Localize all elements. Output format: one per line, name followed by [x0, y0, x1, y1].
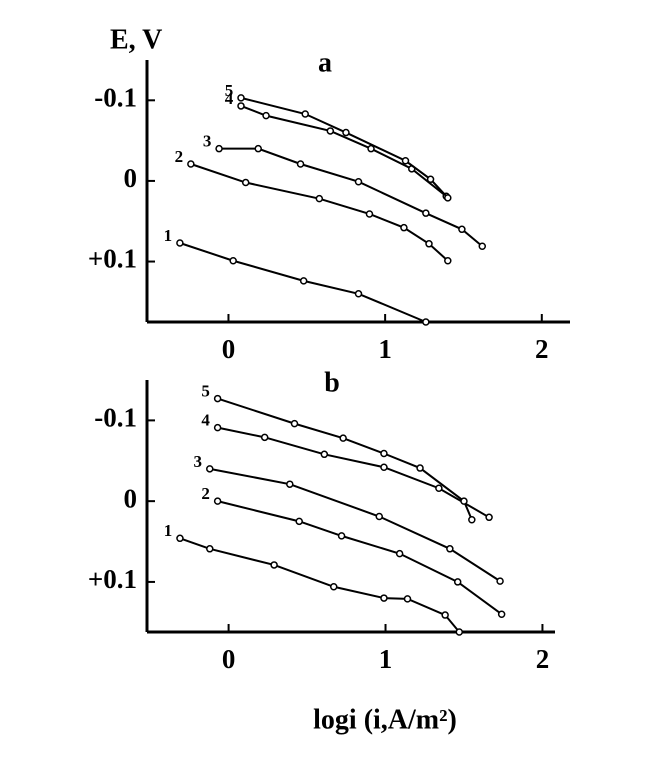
x-tick-label: 0	[222, 334, 236, 364]
data-point	[380, 594, 388, 602]
data-point	[497, 610, 506, 618]
data-point	[262, 111, 270, 120]
data-point	[425, 240, 433, 248]
data-point	[286, 480, 294, 488]
data-point	[403, 595, 412, 603]
series-line	[190, 163, 449, 262]
data-point	[215, 144, 223, 153]
data-point	[401, 157, 410, 165]
y-tick-label: +0.1	[88, 244, 137, 274]
data-point	[329, 583, 338, 591]
y-tick-label: 0	[124, 483, 138, 513]
y-tick-label: -0.1	[94, 403, 137, 433]
data-point	[213, 394, 222, 403]
panel-title: a	[318, 47, 332, 78]
data-point	[206, 465, 214, 473]
x-tick-label: 1	[378, 334, 392, 364]
data-point	[337, 532, 346, 540]
x-tick-label: 1	[379, 644, 393, 674]
data-point	[270, 561, 278, 569]
series-line	[179, 537, 461, 633]
data-point	[446, 545, 454, 553]
data-point	[342, 128, 350, 137]
data-point	[295, 517, 303, 526]
data-point	[375, 512, 383, 521]
data-point	[254, 144, 262, 153]
x-tick-label: 2	[536, 644, 550, 674]
data-point	[400, 223, 408, 232]
data-point	[435, 484, 443, 492]
data-point	[458, 225, 466, 234]
data-point	[380, 463, 388, 471]
data-point	[299, 277, 308, 285]
series-label: 1	[164, 521, 173, 540]
data-point	[176, 239, 184, 247]
data-point	[290, 419, 299, 428]
y-axis-label: E, V	[110, 24, 162, 55]
y-tick-label: 0	[124, 163, 138, 193]
data-point	[301, 110, 309, 118]
data-point	[237, 102, 245, 110]
data-point	[426, 175, 435, 184]
series-line	[240, 96, 449, 199]
data-point	[422, 209, 430, 217]
data-point	[367, 144, 375, 153]
series-line	[209, 467, 501, 582]
series-line	[217, 426, 490, 519]
data-point	[339, 434, 347, 442]
panel-title: b	[324, 367, 340, 398]
data-point	[485, 513, 493, 522]
x-tick-label: 2	[535, 334, 549, 364]
data-point	[380, 449, 388, 458]
data-point	[315, 194, 324, 203]
series-label: 5	[201, 381, 210, 400]
data-point	[395, 549, 404, 558]
data-point	[416, 464, 424, 472]
data-point	[354, 290, 363, 298]
data-point	[453, 578, 462, 586]
series-label: 3	[194, 452, 203, 471]
data-point	[296, 160, 305, 168]
data-point	[326, 127, 335, 135]
data-point	[187, 160, 195, 168]
data-point	[460, 497, 468, 505]
data-point	[441, 611, 449, 619]
data-point	[444, 194, 452, 202]
series-line	[217, 500, 503, 616]
data-point	[229, 256, 237, 265]
data-point	[320, 450, 329, 459]
series-label: 2	[175, 147, 184, 166]
data-point	[455, 628, 464, 636]
data-point	[468, 515, 476, 524]
data-point	[241, 178, 250, 187]
data-point	[176, 534, 184, 543]
data-point	[496, 577, 504, 585]
data-point	[478, 242, 487, 250]
data-point	[365, 210, 374, 218]
data-point	[206, 545, 214, 553]
series-label: 3	[203, 132, 212, 151]
data-point	[260, 433, 269, 442]
y-tick-label: -0.1	[94, 83, 137, 113]
data-point	[444, 256, 452, 265]
series-label: 4	[201, 411, 210, 430]
x-axis-label: logi (i,A/m²)	[313, 704, 457, 735]
series-line	[240, 105, 447, 198]
data-point	[213, 497, 222, 505]
data-point	[213, 423, 222, 432]
data-point	[422, 318, 430, 326]
y-tick-label: +0.1	[88, 564, 137, 594]
series-label: 1	[164, 226, 173, 245]
series-label: 5	[225, 81, 234, 100]
series-label: 2	[201, 484, 210, 503]
data-point	[354, 177, 363, 186]
data-point	[237, 94, 245, 102]
x-tick-label: 0	[222, 644, 236, 674]
series-label: 4	[225, 89, 234, 108]
